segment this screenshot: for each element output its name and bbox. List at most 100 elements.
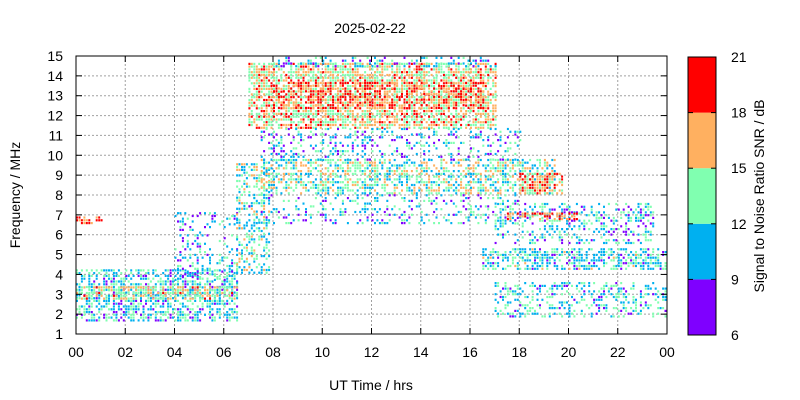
heatmap-cell — [307, 181, 310, 184]
heatmap-cell — [423, 90, 426, 93]
heatmap-cell — [115, 302, 118, 305]
heatmap-cell — [159, 297, 162, 300]
heatmap-cell — [484, 175, 487, 178]
heatmap-cell — [263, 246, 266, 249]
heatmap-cell — [452, 121, 455, 124]
heatmap-cell — [383, 112, 386, 115]
heatmap-cell — [329, 81, 332, 84]
heatmap-cell — [243, 266, 246, 269]
heatmap-cell — [292, 96, 295, 99]
heatmap-cell — [322, 158, 325, 162]
heatmap-cell — [374, 123, 376, 127]
heatmap-cell — [329, 219, 332, 222]
heatmap-cell — [248, 235, 251, 238]
heatmap-cell — [378, 172, 381, 175]
heatmap-cell — [181, 283, 184, 286]
heatmap-cell — [376, 126, 379, 129]
heatmap-cell — [401, 136, 403, 139]
heatmap-cell — [226, 313, 229, 316]
heatmap-cell — [154, 297, 157, 300]
heatmap-cell — [174, 294, 177, 297]
heatmap-cell — [329, 79, 332, 82]
heatmap-cell — [287, 123, 290, 127]
heatmap-cell — [430, 98, 433, 101]
heatmap-cell — [83, 313, 86, 316]
heatmap-cell — [423, 144, 426, 147]
heatmap-cell — [374, 115, 376, 118]
heatmap-cell — [300, 144, 303, 147]
heatmap-cell — [277, 106, 280, 109]
heatmap-cell — [327, 127, 330, 131]
heatmap-cell — [497, 158, 500, 162]
heatmap-cell — [253, 229, 256, 233]
heatmap-cell — [309, 121, 312, 124]
heatmap-cell — [415, 93, 418, 96]
heatmap-cell — [196, 272, 199, 275]
heatmap-cell — [181, 256, 184, 259]
heatmap-cell — [361, 197, 364, 200]
heatmap-cell — [309, 98, 312, 101]
heatmap-cell — [268, 186, 271, 189]
heatmap-cell — [499, 167, 502, 170]
heatmap-cell — [292, 152, 295, 156]
heatmap-cell — [494, 152, 497, 156]
heatmap-cell — [371, 150, 374, 153]
heatmap-cell — [329, 181, 332, 184]
heatmap-cell — [263, 263, 266, 266]
heatmap-cell — [445, 65, 448, 68]
heatmap-cell — [154, 316, 157, 319]
heatmap-cell — [103, 299, 106, 302]
heatmap-cell — [388, 178, 391, 181]
heatmap-cell — [452, 133, 455, 136]
heatmap-cell — [189, 280, 192, 283]
heatmap-cell — [354, 172, 357, 175]
heatmap-cell — [98, 286, 101, 289]
heatmap-cell — [238, 227, 241, 230]
heatmap-cell — [408, 147, 411, 150]
heatmap-cell — [273, 130, 275, 133]
heatmap-cell — [374, 73, 376, 77]
heatmap-cell — [211, 273, 214, 276]
heatmap-cell — [408, 73, 411, 77]
heatmap-cell — [423, 199, 426, 202]
heatmap-cell — [354, 84, 357, 87]
heatmap-cell — [366, 92, 369, 96]
heatmap-cell — [406, 123, 408, 127]
heatmap-cell — [418, 175, 421, 178]
heatmap-cell — [489, 101, 492, 104]
heatmap-cell — [351, 115, 354, 118]
heatmap-cell — [260, 179, 263, 183]
heatmap-cell — [425, 62, 428, 65]
heatmap-cell — [447, 121, 450, 124]
heatmap-cell — [433, 65, 436, 68]
heatmap-cell — [415, 110, 418, 113]
heatmap-cell — [413, 104, 416, 107]
heatmap-cell — [273, 181, 275, 184]
heatmap-cell — [457, 161, 460, 164]
heatmap-cell — [273, 150, 275, 153]
heatmap-cell — [194, 297, 197, 300]
heatmap-cell — [332, 181, 335, 184]
heatmap-cell — [213, 274, 216, 277]
heatmap-cell — [398, 76, 401, 79]
heatmap-cell — [391, 68, 394, 71]
heatmap-cell — [339, 150, 342, 153]
heatmap-cell — [295, 172, 298, 175]
heatmap-cell — [361, 186, 364, 189]
heatmap-cell — [305, 158, 307, 162]
heatmap-cell — [319, 87, 322, 90]
heatmap-cell — [371, 101, 374, 104]
heatmap-cell — [364, 158, 367, 161]
heatmap-cell — [415, 112, 418, 115]
heatmap-cell — [270, 186, 273, 189]
heatmap-cell — [435, 130, 438, 133]
heatmap-cell — [484, 110, 487, 113]
heatmap-cell — [420, 167, 423, 170]
heatmap-cell — [140, 302, 142, 305]
heatmap-cell — [391, 115, 394, 118]
heatmap-cell — [361, 81, 364, 84]
heatmap-cell — [344, 183, 347, 187]
heatmap-cell — [369, 68, 371, 71]
heatmap-cell — [263, 202, 266, 205]
heatmap-cell — [393, 192, 396, 195]
